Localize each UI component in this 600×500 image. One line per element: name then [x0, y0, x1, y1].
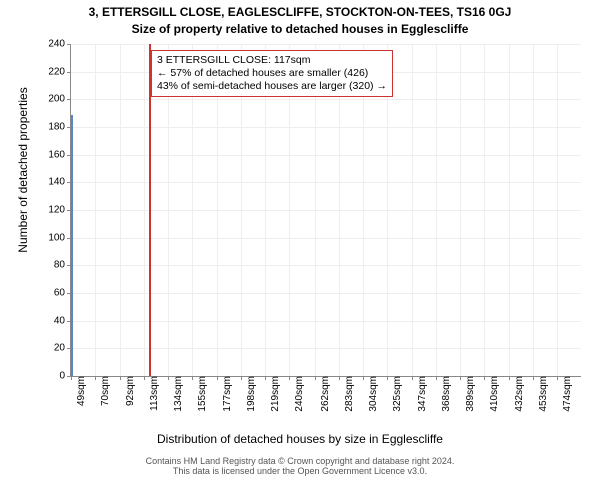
xtick-label: 325sqm	[390, 376, 403, 412]
xtick-mark	[557, 376, 558, 380]
xtick-label: 155sqm	[195, 376, 208, 412]
gridline-h	[71, 155, 581, 156]
gridline-v	[436, 44, 437, 376]
xtick-label: 177sqm	[220, 376, 233, 412]
xtick-mark	[217, 376, 218, 380]
xtick-mark	[120, 376, 121, 380]
xtick-label: 347sqm	[415, 376, 428, 412]
plot-area: 02040608010012014016018020022024049sqm70…	[70, 44, 581, 377]
gridline-v	[533, 44, 534, 376]
ytick-label: 120	[48, 205, 71, 216]
xtick-mark	[387, 376, 388, 380]
ytick-label: 80	[54, 260, 71, 271]
chart-title-description: Size of property relative to detached ho…	[0, 22, 600, 36]
xtick-mark	[460, 376, 461, 380]
xtick-label: 389sqm	[463, 376, 476, 412]
ytick-label: 0	[59, 371, 71, 382]
xtick-mark	[289, 376, 290, 380]
x-axis-label: Distribution of detached houses by size …	[0, 432, 600, 446]
gridline-h	[71, 238, 581, 239]
ytick-label: 200	[48, 94, 71, 105]
ytick-label: 20	[54, 343, 71, 354]
gridline-v	[120, 44, 121, 376]
ytick-label: 220	[48, 66, 71, 77]
xtick-mark	[95, 376, 96, 380]
chart-container: { "title_line1": "3, ETTERSGILL CLOSE, E…	[0, 0, 600, 500]
xtick-label: 368sqm	[439, 376, 452, 412]
gridline-v	[509, 44, 510, 376]
gridline-v	[557, 44, 558, 376]
annotation-callout: 3 ETTERSGILL CLOSE: 117sqm← 57% of detac…	[151, 50, 393, 97]
gridline-h	[71, 348, 581, 349]
gridline-h	[71, 44, 581, 45]
ytick-label: 160	[48, 149, 71, 160]
ytick-label: 140	[48, 177, 71, 188]
gridline-h	[71, 127, 581, 128]
xtick-mark	[412, 376, 413, 380]
xtick-label: 262sqm	[318, 376, 331, 412]
xtick-label: 453sqm	[536, 376, 549, 412]
xtick-mark	[315, 376, 316, 380]
xtick-mark	[436, 376, 437, 380]
xtick-label: 283sqm	[342, 376, 355, 412]
y-axis-label: Number of detached properties	[16, 40, 30, 300]
xtick-mark	[168, 376, 169, 380]
gridline-v	[95, 44, 96, 376]
gridline-v	[484, 44, 485, 376]
gridline-h	[71, 293, 581, 294]
xtick-mark	[363, 376, 364, 380]
annotation-line-smaller: ← 57% of detached houses are smaller (42…	[157, 67, 387, 80]
footer-attribution: Contains HM Land Registry data © Crown c…	[0, 456, 600, 476]
ytick-label: 240	[48, 39, 71, 50]
annotation-line-larger: 43% of semi-detached houses are larger (…	[157, 80, 387, 93]
xtick-label: 113sqm	[147, 376, 160, 411]
histogram-bar	[71, 372, 73, 376]
xtick-mark	[265, 376, 266, 380]
gridline-h	[71, 321, 581, 322]
xtick-label: 219sqm	[268, 376, 281, 412]
gridline-v	[144, 44, 145, 376]
gridline-h	[71, 210, 581, 211]
xtick-label: 134sqm	[171, 376, 184, 412]
annotation-line-property: 3 ETTERSGILL CLOSE: 117sqm	[157, 54, 387, 67]
gridline-h	[71, 182, 581, 183]
xtick-label: 474sqm	[560, 376, 573, 412]
gridline-v	[412, 44, 413, 376]
xtick-label: 92sqm	[123, 376, 136, 406]
xtick-label: 198sqm	[244, 376, 257, 412]
xtick-mark	[241, 376, 242, 380]
xtick-label: 49sqm	[74, 376, 87, 406]
ytick-label: 60	[54, 288, 71, 299]
chart-title-address: 3, ETTERSGILL CLOSE, EAGLESCLIFFE, STOCK…	[0, 5, 600, 19]
xtick-label: 70sqm	[98, 376, 111, 406]
ytick-label: 180	[48, 122, 71, 133]
xtick-label: 240sqm	[292, 376, 305, 412]
xtick-mark	[339, 376, 340, 380]
xtick-mark	[509, 376, 510, 380]
xtick-mark	[144, 376, 145, 380]
gridline-h	[71, 99, 581, 100]
xtick-mark	[71, 376, 72, 380]
xtick-label: 304sqm	[366, 376, 379, 412]
xtick-mark	[533, 376, 534, 380]
ytick-label: 100	[48, 232, 71, 243]
xtick-label: 432sqm	[512, 376, 525, 412]
ytick-label: 40	[54, 315, 71, 326]
gridline-v	[460, 44, 461, 376]
xtick-label: 410sqm	[487, 376, 500, 412]
xtick-mark	[192, 376, 193, 380]
gridline-h	[71, 265, 581, 266]
xtick-mark	[484, 376, 485, 380]
